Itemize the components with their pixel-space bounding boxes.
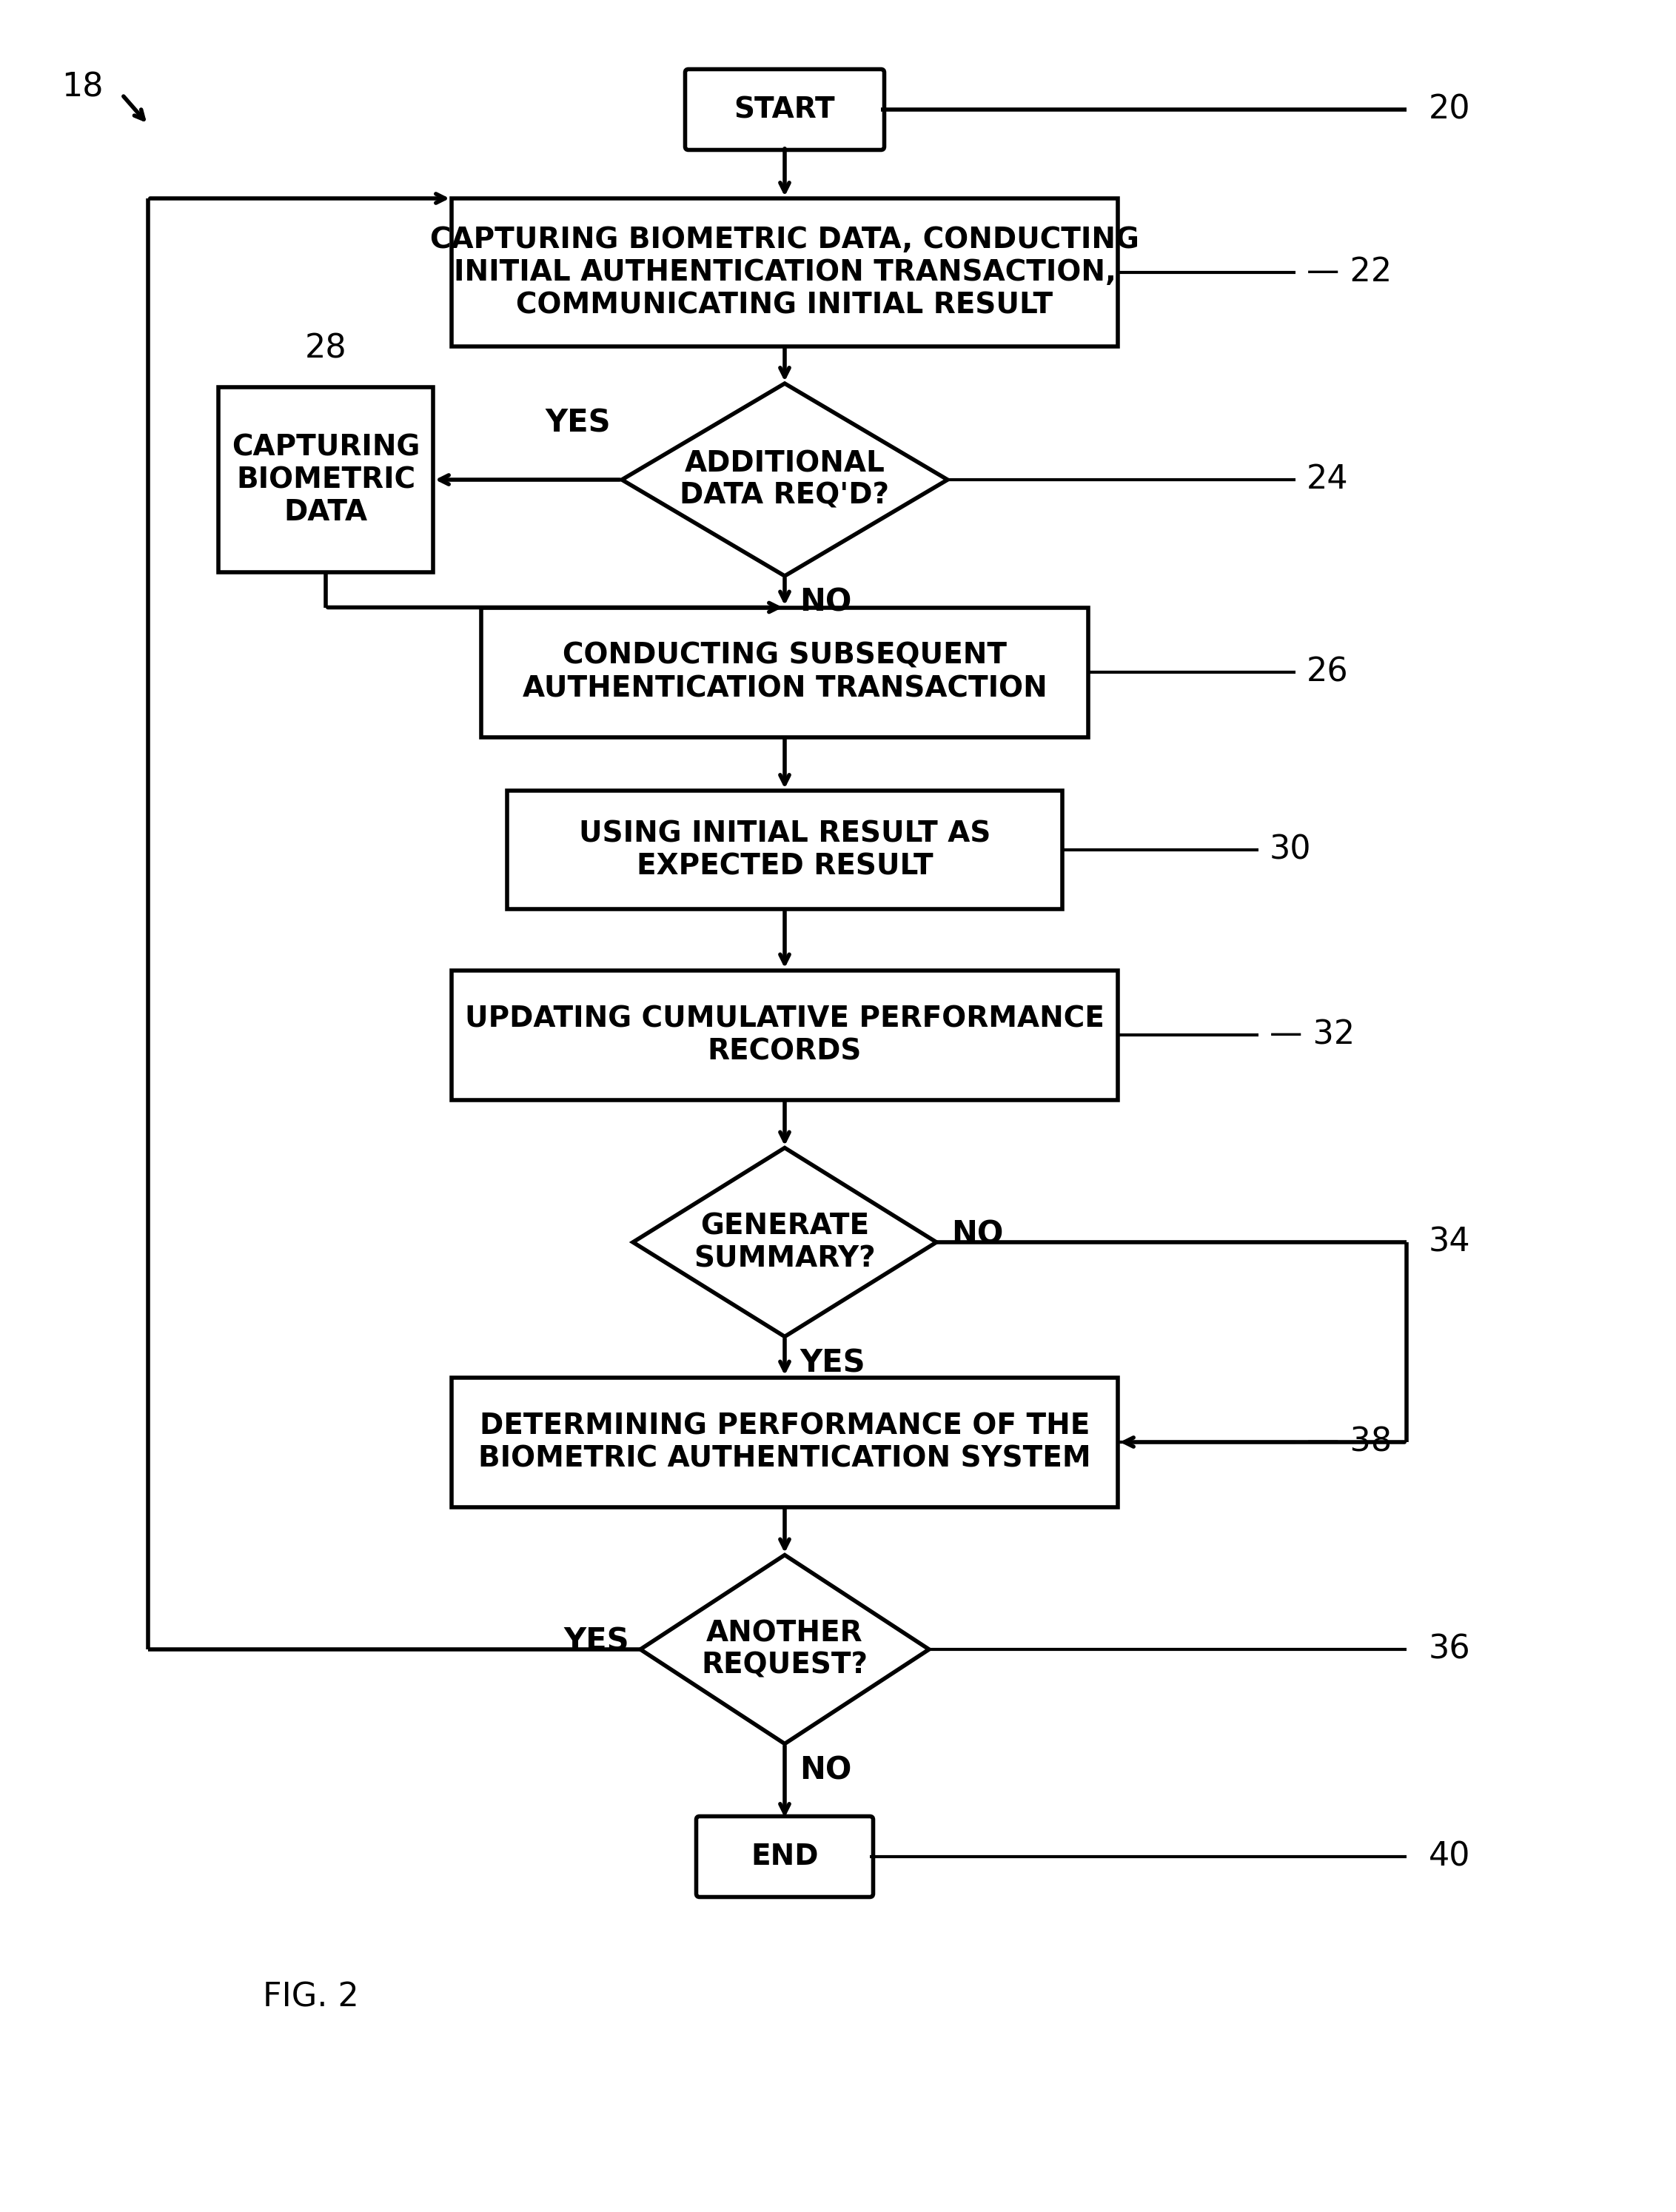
Text: 26: 26 — [1307, 657, 1349, 688]
Text: — 32: — 32 — [1270, 1020, 1354, 1051]
Text: YES: YES — [545, 407, 610, 438]
Text: FIG. 2: FIG. 2 — [263, 1982, 359, 2013]
Text: 30: 30 — [1270, 834, 1312, 865]
Text: USING INITIAL RESULT AS
EXPECTED RESULT: USING INITIAL RESULT AS EXPECTED RESULT — [578, 818, 991, 880]
Text: ADDITIONAL
DATA REQ'D?: ADDITIONAL DATA REQ'D? — [680, 449, 890, 511]
Text: — 22: — 22 — [1307, 257, 1391, 288]
Text: 20: 20 — [1428, 93, 1470, 126]
Bar — [508, 790, 1063, 909]
Bar — [451, 1378, 1118, 1506]
Text: START: START — [734, 95, 835, 124]
Polygon shape — [640, 1555, 929, 1743]
Text: — 38: — 38 — [1307, 1427, 1391, 1458]
Text: 36: 36 — [1428, 1632, 1470, 1666]
Bar — [451, 971, 1118, 1099]
Text: NO: NO — [799, 586, 851, 617]
Text: 34: 34 — [1428, 1225, 1470, 1259]
Bar — [481, 608, 1088, 737]
Text: GENERATE
SUMMARY?: GENERATE SUMMARY? — [694, 1212, 875, 1272]
Text: ANOTHER
REQUEST?: ANOTHER REQUEST? — [702, 1619, 868, 1679]
Text: 18: 18 — [62, 71, 104, 104]
Text: CAPTURING
BIOMETRIC
DATA: CAPTURING BIOMETRIC DATA — [231, 434, 421, 526]
Text: NO: NO — [952, 1219, 1004, 1250]
Text: 40: 40 — [1428, 1840, 1470, 1874]
Text: END: END — [751, 1843, 818, 1871]
Bar — [218, 387, 432, 573]
Text: CONDUCTING SUBSEQUENT
AUTHENTICATION TRANSACTION: CONDUCTING SUBSEQUENT AUTHENTICATION TRA… — [523, 641, 1048, 703]
Text: UPDATING CUMULATIVE PERFORMANCE
RECORDS: UPDATING CUMULATIVE PERFORMANCE RECORDS — [464, 1004, 1104, 1066]
Polygon shape — [634, 1148, 937, 1336]
FancyBboxPatch shape — [696, 1816, 873, 1898]
FancyBboxPatch shape — [685, 69, 885, 150]
Text: DETERMINING PERFORMANCE OF THE
BIOMETRIC AUTHENTICATION SYSTEM: DETERMINING PERFORMANCE OF THE BIOMETRIC… — [478, 1411, 1091, 1473]
Bar — [451, 199, 1118, 347]
Text: CAPTURING BIOMETRIC DATA, CONDUCTING
INITIAL AUTHENTICATION TRANSACTION,
COMMUNI: CAPTURING BIOMETRIC DATA, CONDUCTING INI… — [431, 226, 1140, 319]
Text: 28: 28 — [305, 334, 347, 365]
Polygon shape — [622, 383, 947, 575]
Text: NO: NO — [799, 1754, 851, 1785]
Text: 24: 24 — [1307, 465, 1349, 495]
Text: YES: YES — [563, 1626, 628, 1657]
Text: YES: YES — [799, 1347, 865, 1378]
